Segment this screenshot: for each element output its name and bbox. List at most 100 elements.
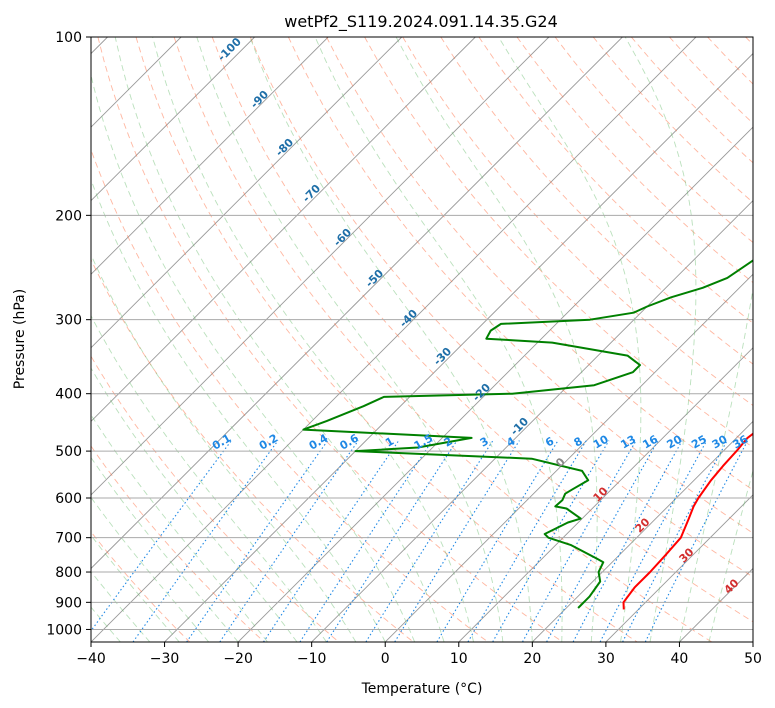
moist-adiabat-line: [678, 285, 753, 642]
x-axis-ticks: −40 −30 −20 −10 0 10 20 30 40 50: [76, 642, 762, 667]
mixing-ratio-line: [572, 440, 683, 642]
moist-adiabat-line: [708, 468, 753, 642]
dry-adiabat-line: [287, 37, 753, 534]
dry-adiabat-label: -50: [363, 267, 386, 290]
moist-adiabat-line: [91, 414, 268, 642]
moist-adiabat-line: [152, 37, 474, 642]
dry-adiabat-line: [135, 37, 638, 642]
dewpoint-profile-line: [302, 259, 753, 609]
mixing-ratio-line: [394, 440, 520, 642]
dry-adiabat-label: -90: [248, 88, 271, 111]
mixing-ratio-line: [132, 440, 279, 642]
dry-adiabat-label: -20: [470, 381, 493, 404]
y-tick-label: 700: [55, 531, 82, 547]
mixing-ratio-line: [644, 440, 749, 642]
plot-frame: [90, 36, 754, 643]
y-tick-label: 300: [55, 313, 82, 329]
mixing-ratio-line: [299, 440, 433, 642]
isotherm-line: [91, 37, 550, 496]
y-tick-label: 1000: [46, 622, 82, 638]
moist-adiabat-line: [624, 37, 697, 642]
dry-adiabat-line: [402, 37, 753, 407]
mixing-ratio-label: 25: [689, 433, 709, 452]
mixing-ratio-lines: [91, 440, 749, 642]
mixing-ratio-label: 36: [730, 432, 750, 451]
y-tick-label: 500: [55, 444, 82, 460]
mixing-ratio-label: 8: [572, 435, 585, 450]
dry-adiabat-line: [97, 37, 563, 642]
moist-adiabat-line: [114, 37, 445, 642]
isotherm-line: [384, 273, 753, 642]
y-axis-ticks: 100 200 300 400 500 600 700 800 900 1000: [46, 30, 91, 638]
x-tick-label: 0: [381, 651, 390, 667]
dry-adiabat-line: [745, 37, 753, 46]
moist-adiabat-line: [196, 37, 504, 642]
x-tick-label: 40: [671, 651, 689, 667]
mixing-ratio-label: 20: [665, 432, 685, 451]
dry-adiabat-label: -60: [331, 226, 354, 249]
moist-adiabat-line: [395, 37, 598, 642]
isotherm-line: [91, 37, 403, 349]
x-tick-label: 50: [744, 651, 762, 667]
moist-adiabat-line: [91, 496, 210, 642]
isotherm-line: [164, 52, 753, 642]
mixing-ratio-label: 30: [710, 432, 730, 451]
y-tick-label: 800: [55, 565, 82, 581]
dry-adiabat-lines: [91, 37, 753, 642]
mixing-ratio-line: [91, 440, 232, 632]
mixing-ratio-label: 0.2: [257, 432, 280, 453]
moist-adiabat-line: [91, 253, 357, 642]
dry-adiabat-label: -10: [508, 415, 531, 438]
mixing-ratio-label: 6: [543, 434, 556, 449]
mixing-ratio-line: [546, 440, 659, 642]
isotherm-line: [311, 200, 753, 642]
moist-adiabat-line: [91, 314, 327, 642]
isotherm-line: [237, 126, 753, 642]
moist-adiabat-line: [314, 37, 563, 642]
mixing-ratio-line: [326, 440, 458, 642]
y-axis-title: Pressure (hPa): [12, 289, 28, 389]
plot-area: 0.1 0.2 0.4 0.6 1 1.5 2 3 4 6 8 10 13 16 20 25 30 36-100-…: [91, 37, 753, 642]
dry-adiabat-line: [326, 37, 753, 491]
profile-series: [302, 259, 753, 610]
mixing-ratio-label: 13: [618, 433, 638, 452]
isotherm-lines: [91, 37, 753, 642]
isotherm-line: [91, 37, 697, 642]
x-tick-label: 30: [597, 651, 615, 667]
moist-adiabat-line: [91, 178, 386, 642]
mixing-ratio-label: 16: [640, 432, 660, 451]
dry-adiabat-line: [440, 37, 753, 365]
dry-adiabat-line: [211, 37, 753, 623]
isotherm-line: [605, 494, 753, 642]
dry-adiabat-line: [249, 37, 753, 578]
chart-title: wetPf2_S119.2024.091.14.35.G24: [284, 12, 558, 32]
mixing-ratio-line: [436, 440, 559, 642]
x-tick-label: −20: [223, 651, 253, 667]
moist-adiabat-line: [91, 367, 298, 642]
mixing-ratio-line: [186, 440, 329, 642]
dry-adiabat-line: [91, 531, 191, 642]
isotherm-line: [91, 37, 476, 422]
mixing-ratio-label: 3: [478, 435, 491, 450]
dry-adiabat-line: [91, 355, 340, 642]
mixing-ratio-line: [219, 440, 359, 642]
dry-adiabat-label: -80: [273, 136, 296, 159]
dry-adiabat-line: [173, 37, 713, 642]
mixing-ratio-line: [492, 440, 610, 642]
mixing-ratio-line: [599, 440, 708, 642]
moist-adiabat-line: [249, 37, 533, 642]
pressure-grid-lines: [91, 37, 753, 630]
dry-adiabat-label: -30: [431, 345, 454, 368]
dry-adiabat-label: -70: [300, 182, 323, 205]
dry-adiabat-line: [554, 37, 753, 244]
dry-adiabat-line: [91, 445, 265, 642]
dry-adiabat-line: [91, 148, 489, 642]
moist-adiabat-lines: [91, 37, 753, 642]
x-tick-label: 20: [523, 651, 541, 667]
isotherm-line: [532, 420, 753, 642]
isotherm-line: [91, 37, 623, 570]
line-labels: 0.1 0.2 0.4 0.6 1 1.5 2 3 4 6 8 10 13 16 20 25 30 36-100-…: [210, 37, 750, 597]
moist-adiabat-label: 10: [591, 484, 611, 504]
mixing-ratio-line: [263, 440, 400, 642]
